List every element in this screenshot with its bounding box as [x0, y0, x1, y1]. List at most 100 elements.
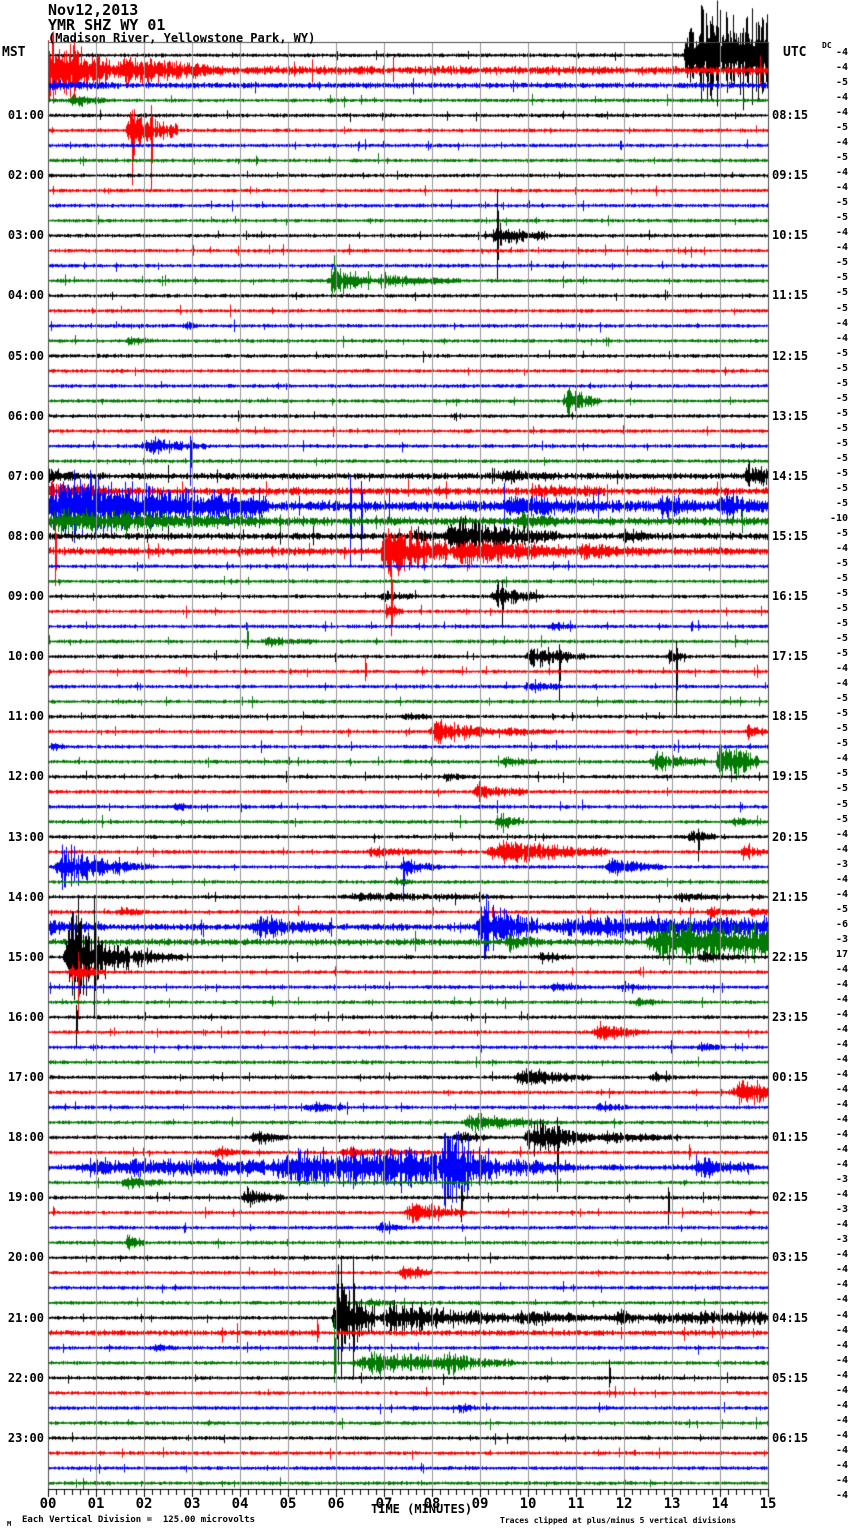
- dc-offset-value: -5: [835, 648, 848, 660]
- dc-offset-value: -5: [835, 257, 848, 269]
- mst-hour-label: 06:00: [7, 408, 44, 423]
- x-axis-tick-label: 11: [567, 1496, 585, 1512]
- dc-offset-value: -4: [835, 1159, 848, 1171]
- dc-offset-value: -4: [835, 317, 848, 329]
- dc-offset-value: -4: [835, 1324, 848, 1336]
- utc-hour-label: 00:15: [772, 1070, 809, 1085]
- dc-offset-value: -4: [835, 1249, 848, 1261]
- dc-offset-value: -5: [835, 573, 848, 585]
- x-axis-tick-label: 12: [615, 1496, 633, 1512]
- utc-hour-label: 02:15: [772, 1190, 809, 1205]
- dc-offset-value: -4: [835, 1399, 848, 1411]
- dc-offset-value: -4: [835, 1099, 848, 1111]
- mst-hour-label: 01:00: [7, 108, 44, 123]
- dc-offset-value: -5: [835, 122, 848, 134]
- footer-scale-note: Each Vertical Division = 125.00 microvol…: [22, 1515, 255, 1525]
- dc-offset-value: -5: [835, 558, 848, 570]
- mst-hour-label: 22:00: [7, 1370, 44, 1385]
- dc-offset-value: -4: [835, 1369, 848, 1381]
- utc-hour-label: 10:15: [772, 228, 809, 243]
- dc-offset-value: -3: [835, 1204, 848, 1216]
- dc-offset-value: -4: [835, 1023, 848, 1035]
- utc-hour-label: 08:15: [772, 108, 809, 123]
- dc-offset-value: -4: [835, 1309, 848, 1321]
- mst-hour-label: 20:00: [7, 1250, 44, 1265]
- dc-offset-value: -5: [835, 768, 848, 780]
- dc-offset-value: -5: [835, 723, 848, 735]
- utc-hour-label: 09:15: [772, 168, 809, 183]
- dc-offset-value: -4: [835, 47, 848, 58]
- dc-offset-value: -5: [835, 77, 848, 89]
- x-axis-tick-label: 02: [135, 1496, 153, 1512]
- dc-offset-value: -4: [835, 1038, 848, 1050]
- dc-offset-value: -5: [835, 497, 848, 509]
- dc-offset-value: -4: [835, 1008, 848, 1020]
- dc-offset-value: -4: [835, 1384, 848, 1396]
- x-axis-tick-label: 06: [327, 1496, 345, 1512]
- mst-hour-label: 09:00: [7, 589, 44, 604]
- mst-hour-label: 07:00: [7, 468, 44, 483]
- dc-offset-value: -5: [835, 407, 848, 419]
- utc-hour-label: 06:15: [772, 1430, 809, 1445]
- dc-offset-value: -4: [835, 843, 848, 855]
- dc-offset-value: -4: [835, 542, 848, 554]
- dc-offset-value: -3: [835, 858, 848, 870]
- x-axis-tick-label: 13: [663, 1496, 681, 1512]
- utc-hour-label: 20:15: [772, 829, 809, 844]
- x-axis-tick-label: 04: [231, 1496, 249, 1512]
- dc-offset-value: -4: [835, 1354, 848, 1366]
- dc-offset-value: -4: [835, 1054, 848, 1065]
- dc-offset-value: -6: [835, 918, 848, 930]
- x-axis-title: TIME (MINUTES): [371, 1502, 473, 1516]
- dc-offset-value: -5: [835, 377, 848, 389]
- x-axis-tick-label: 08: [423, 1496, 441, 1512]
- dc-offset-value: -5: [835, 467, 848, 479]
- x-axis-tick-label: 01: [87, 1496, 105, 1512]
- utc-hour-label: 19:15: [772, 769, 809, 784]
- dc-offset-value: -5: [835, 783, 848, 795]
- utc-hour-label: 16:15: [772, 589, 809, 604]
- x-axis-tick-label: 00: [39, 1496, 57, 1512]
- dc-offset-value: -4: [835, 1069, 848, 1081]
- mst-hour-label: 08:00: [7, 528, 44, 543]
- x-axis-tick-label: 03: [183, 1496, 201, 1512]
- dc-offset-value: -5: [835, 482, 848, 494]
- dc-offset-value: -4: [835, 678, 848, 690]
- mst-hour-label: 02:00: [7, 168, 44, 183]
- left-timezone-label: MST: [2, 45, 26, 60]
- dc-offset-value: -4: [835, 1144, 848, 1156]
- dc-offset-value: -4: [835, 963, 848, 975]
- x-axis-tick-label: 10: [519, 1496, 537, 1512]
- dc-offset-value: -5: [835, 437, 848, 449]
- dc-offset-value: -5: [835, 287, 848, 299]
- dc-offset-value: -5: [835, 152, 848, 164]
- dc-offset-value: -4: [835, 227, 848, 239]
- dc-offset-value: -4: [835, 1414, 848, 1426]
- dc-offset-value: -5: [835, 197, 848, 209]
- dc-offset-value: -5: [835, 633, 848, 645]
- dc-offset-value: -4: [835, 993, 848, 1005]
- dc-offset-value: -4: [835, 828, 848, 840]
- mst-hour-label: 11:00: [7, 709, 44, 724]
- dc-offset-value: -10: [829, 512, 848, 524]
- mst-hour-label: 12:00: [7, 769, 44, 784]
- mst-hour-label: 05:00: [7, 348, 44, 363]
- dc-offset-value: -4: [835, 62, 848, 74]
- x-axis-tick-label: 14: [711, 1496, 729, 1512]
- mst-hour-label: 13:00: [7, 829, 44, 844]
- dc-offset-value: -5: [835, 618, 848, 630]
- dc-offset-value: -3: [835, 1234, 848, 1246]
- utc-hour-label: 21:15: [772, 889, 809, 904]
- dc-column-label: DC: [822, 41, 832, 50]
- utc-hour-label: 03:15: [772, 1250, 809, 1265]
- dc-offset-value: -4: [835, 1264, 848, 1276]
- dc-offset-value: -4: [835, 1429, 848, 1441]
- dc-offset-value: -5: [835, 272, 848, 284]
- dc-offset-value: -5: [835, 798, 848, 810]
- dc-offset-value: -5: [835, 527, 848, 539]
- dc-offset-value: -5: [835, 392, 848, 404]
- mst-hour-label: 21:00: [7, 1310, 44, 1325]
- dc-offset-value: -5: [835, 813, 848, 825]
- dc-offset-value: -4: [835, 1459, 848, 1471]
